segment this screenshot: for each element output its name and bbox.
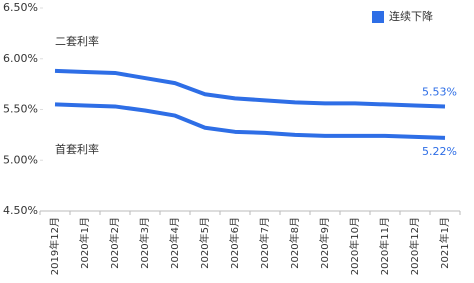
y-tick-label: 4.50% — [3, 204, 38, 217]
x-tick-label: 2021年1月 — [438, 217, 451, 269]
x-tick-label: 2020年11月 — [378, 217, 391, 275]
x-tick-label: 2020年10月 — [348, 217, 361, 275]
x-tick-label: 2020年9月 — [318, 217, 331, 269]
y-tick-label: 5.50% — [3, 103, 38, 116]
y-tick-label: 5.00% — [3, 153, 38, 166]
series-line — [54, 68, 446, 109]
series-annotation: 首套利率 — [55, 142, 99, 156]
x-tick-label: 2020年5月 — [198, 217, 211, 269]
x-tick-label: 2020年3月 — [138, 217, 151, 269]
value-label: 5.53% — [422, 85, 457, 98]
y-tick-label: 6.00% — [3, 52, 38, 65]
x-tick-label: 2020年8月 — [288, 217, 301, 269]
x-tick-label: 2019年12月 — [48, 217, 61, 275]
x-tick-label: 2020年4月 — [168, 217, 181, 269]
x-tick-label: 2020年12月 — [408, 217, 421, 275]
x-tick-label: 2020年2月 — [108, 217, 121, 269]
value-label: 5.22% — [422, 145, 457, 158]
legend-swatch — [372, 11, 384, 23]
series-line — [54, 102, 446, 140]
legend-label: 连续下降 — [389, 9, 433, 23]
y-tick-label: 6.50% — [3, 1, 38, 14]
x-tick-label: 2020年7月 — [258, 217, 271, 269]
series-annotation: 二套利率 — [55, 34, 99, 48]
x-tick-label: 2020年1月 — [78, 217, 91, 269]
x-tick-label: 2020年6月 — [228, 217, 241, 269]
